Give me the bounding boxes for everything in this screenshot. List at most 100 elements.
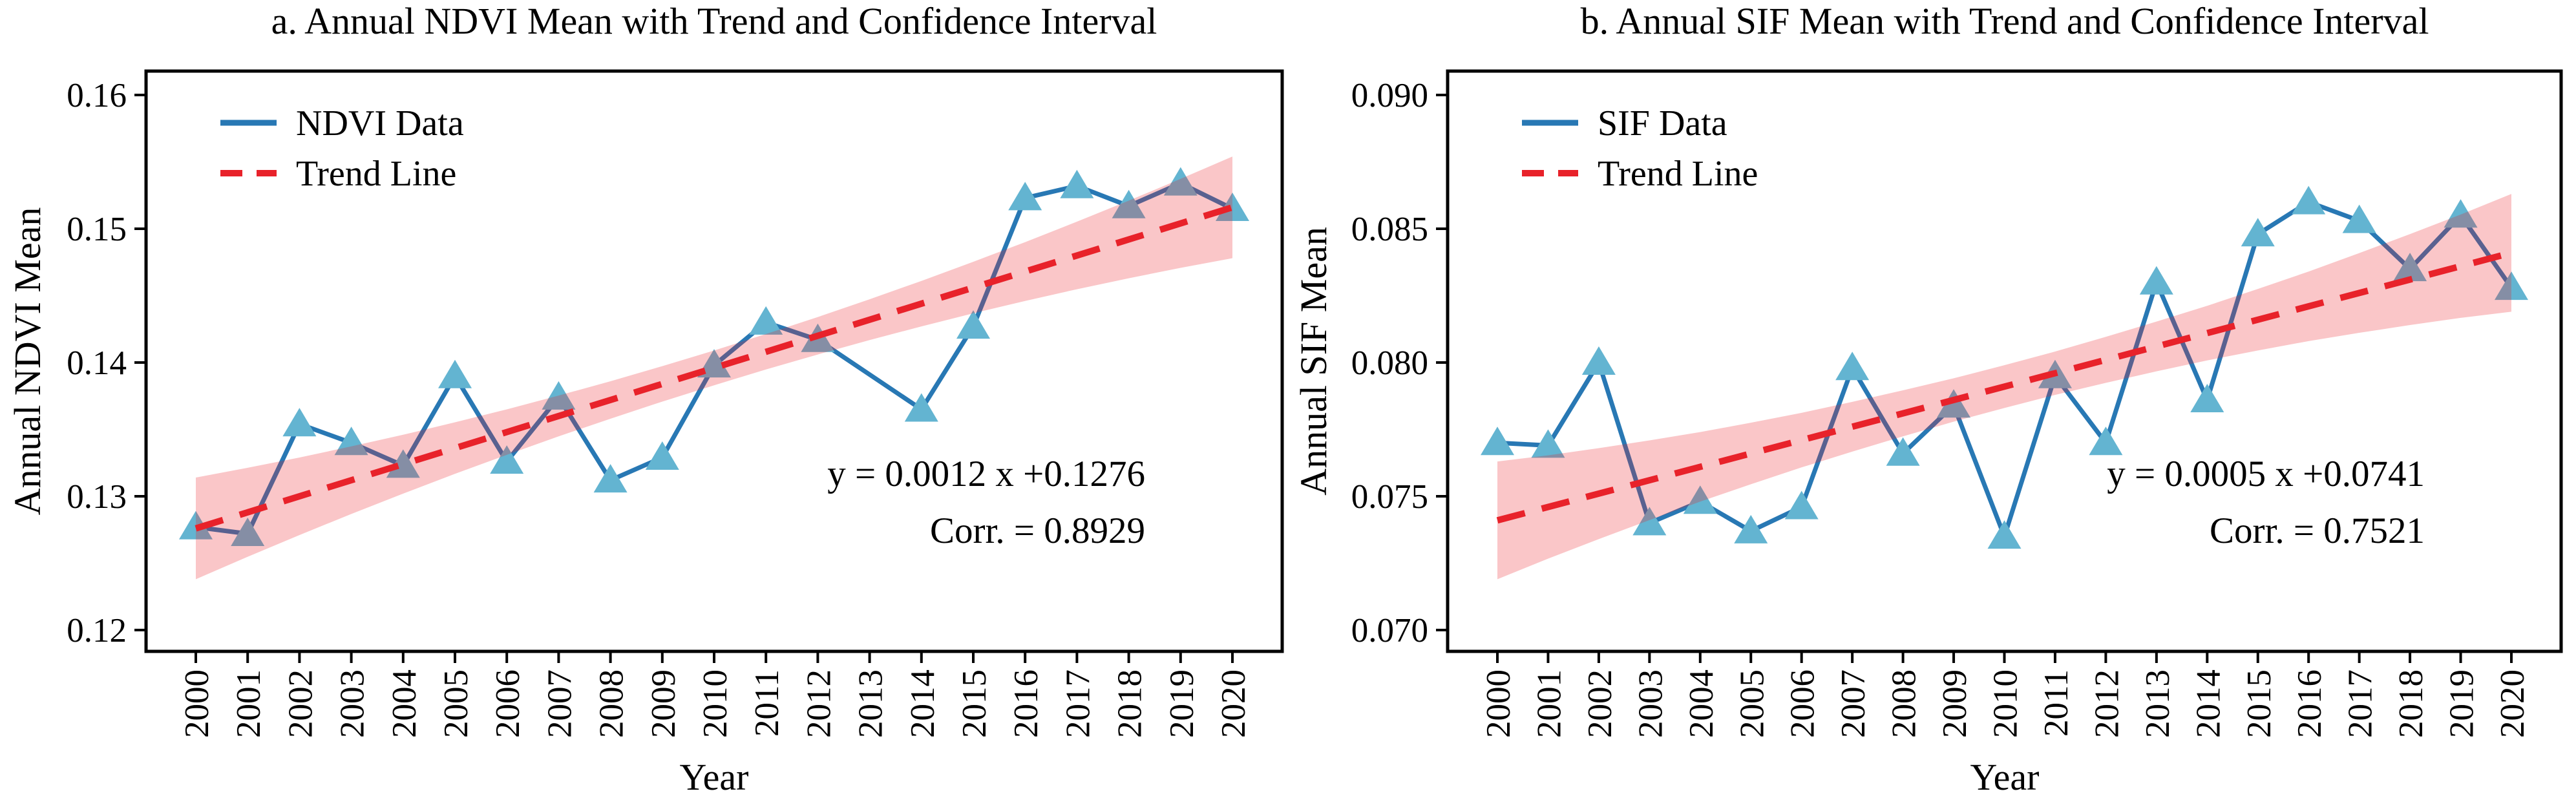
x-tick-label: 2006 — [1784, 669, 1822, 738]
x-tick-label: 2007 — [1835, 669, 1872, 738]
panel-a-legend-label-trend: Trend Line — [296, 154, 456, 194]
panel-a-annotations: y = 0.0012 x +0.1276 Corr. = 0.8929 — [827, 454, 1145, 551]
data-point-marker — [2089, 426, 2123, 456]
data-point-marker — [1163, 167, 1198, 196]
panel-a-legend: NDVI Data Trend Line — [220, 103, 464, 194]
x-tick-label: 2015 — [2241, 669, 2278, 738]
data-point-marker — [1886, 437, 1920, 466]
data-point-marker — [2393, 253, 2427, 282]
panel-sif: b. Annual SIF Mean with Trend and Confid… — [1293, 0, 2563, 798]
data-point-marker — [904, 393, 938, 422]
x-tick-label: 2015 — [956, 669, 993, 738]
x-tick-label: 2006 — [489, 669, 527, 738]
x-tick-label: 2019 — [2444, 669, 2481, 738]
x-tick-label: 2008 — [1886, 669, 1923, 738]
panel-a-y-axis-label: Annual NDVI Mean — [6, 207, 48, 516]
y-tick-label: 0.070 — [1351, 612, 1428, 649]
data-point-marker — [542, 381, 576, 410]
x-tick-label: 2011 — [748, 669, 786, 737]
panel-b-annotations: y = 0.0005 x +0.0741 Corr. = 0.7521 — [2107, 454, 2425, 551]
y-tick-label: 0.15 — [67, 211, 127, 248]
data-point-marker — [386, 449, 420, 478]
x-tick-label: 2004 — [1683, 669, 1720, 738]
panel-b-equation-text: y = 0.0005 x +0.0741 — [2107, 454, 2425, 494]
y-tick-label: 0.075 — [1351, 478, 1428, 516]
x-tick-label: 2001 — [230, 669, 268, 738]
panel-a-legend-label-data: NDVI Data — [296, 103, 464, 143]
data-point-marker — [697, 349, 731, 378]
data-point-marker — [2342, 204, 2376, 233]
panel-a-plot-area: 0.12 0.13 0.14 0.15 0.16 2000 2001 2002 2003 2004… — [67, 69, 1284, 738]
data-point-marker — [1937, 389, 1971, 418]
x-tick-label: 2016 — [2291, 669, 2328, 738]
data-point-marker — [2190, 383, 2224, 412]
x-tick-label: 2010 — [697, 669, 734, 738]
panel-b-legend-label-trend: Trend Line — [1598, 154, 1758, 194]
data-point-marker — [1008, 182, 1042, 211]
data-point-marker — [490, 445, 524, 474]
data-point-marker — [1784, 490, 1819, 520]
panel-a-equation-text: y = 0.0012 x +0.1276 — [827, 454, 1145, 494]
x-tick-label: 2003 — [1632, 669, 1669, 738]
data-point-marker — [1734, 514, 1768, 543]
data-point-marker — [2139, 266, 2173, 295]
confidence-interval-band — [196, 156, 1232, 580]
panel-b-y-axis-label: Annual SIF Mean — [1293, 227, 1335, 496]
x-tick-label: 2017 — [1059, 669, 1097, 738]
y-tick-label: 0.085 — [1351, 211, 1428, 248]
data-point-marker — [1216, 192, 1249, 221]
data-point-marker — [1060, 169, 1094, 198]
data-point-marker — [282, 408, 317, 437]
y-tick-label: 0.13 — [67, 478, 127, 516]
data-point-marker — [438, 359, 472, 388]
x-tick-label: 2009 — [645, 669, 682, 738]
panel-b-x-axis-label: Year — [1970, 756, 2040, 797]
panel-a-x-axis-label: Year — [680, 756, 749, 797]
data-point-marker — [645, 441, 679, 470]
data-point-marker — [334, 426, 368, 456]
data-point-marker — [231, 517, 265, 546]
x-tick-label: 2000 — [1480, 669, 1517, 738]
data-point-marker — [1581, 346, 1616, 375]
x-tick-label: 2020 — [2494, 669, 2531, 738]
x-tick-label: 2002 — [282, 669, 319, 738]
x-tick-label: 2012 — [800, 669, 838, 738]
data-point-marker — [2292, 185, 2326, 215]
data-point-marker — [1531, 429, 1565, 458]
trend-line — [1496, 249, 2513, 524]
data-point-marker — [1112, 189, 1146, 218]
x-tick-label: 2014 — [2190, 669, 2227, 738]
x-tick-label: 2017 — [2342, 669, 2380, 738]
y-tick-label: 0.16 — [67, 77, 127, 114]
data-point-marker — [2241, 218, 2275, 247]
panel-ndvi: a. Annual NDVI Mean with Trend and Confi… — [6, 0, 1284, 798]
x-tick-label: 2005 — [438, 669, 475, 738]
x-tick-label: 2016 — [1008, 669, 1045, 738]
data-point-marker — [2495, 271, 2528, 300]
x-tick-label: 2018 — [2392, 669, 2430, 738]
y-tick-label: 0.12 — [67, 612, 127, 649]
x-tick-label: 2002 — [1581, 669, 1619, 738]
panel-b-plot-area: 0.070 0.075 0.080 0.085 0.090 2000 2001 2002 200… — [1351, 69, 2563, 738]
x-tick-label: 2007 — [541, 669, 578, 738]
x-tick-label: 2000 — [178, 669, 216, 738]
y-tick-label: 0.14 — [67, 344, 127, 382]
data-point-marker — [956, 310, 990, 339]
x-tick-label: 2012 — [2088, 669, 2126, 738]
data-point-marker — [593, 464, 628, 493]
x-tick-label: 2020 — [1215, 669, 1252, 738]
data-point-marker — [1987, 520, 2022, 549]
x-tick-label: 2019 — [1163, 669, 1201, 738]
x-tick-label: 2003 — [334, 669, 372, 738]
data-point-marker — [1632, 507, 1667, 536]
y-tick-label: 0.080 — [1351, 344, 1428, 382]
x-tick-label: 2010 — [1987, 669, 2025, 738]
x-tick-label: 2013 — [852, 669, 890, 738]
x-tick-label: 2009 — [1936, 669, 1974, 738]
panel-b-legend: SIF Data Trend Line — [1522, 103, 1758, 194]
y-tick-label: 0.090 — [1351, 77, 1428, 114]
data-point-marker — [749, 306, 783, 335]
panel-a-correlation-text: Corr. = 0.8929 — [930, 511, 1145, 551]
x-tick-label: 2018 — [1112, 669, 1149, 738]
